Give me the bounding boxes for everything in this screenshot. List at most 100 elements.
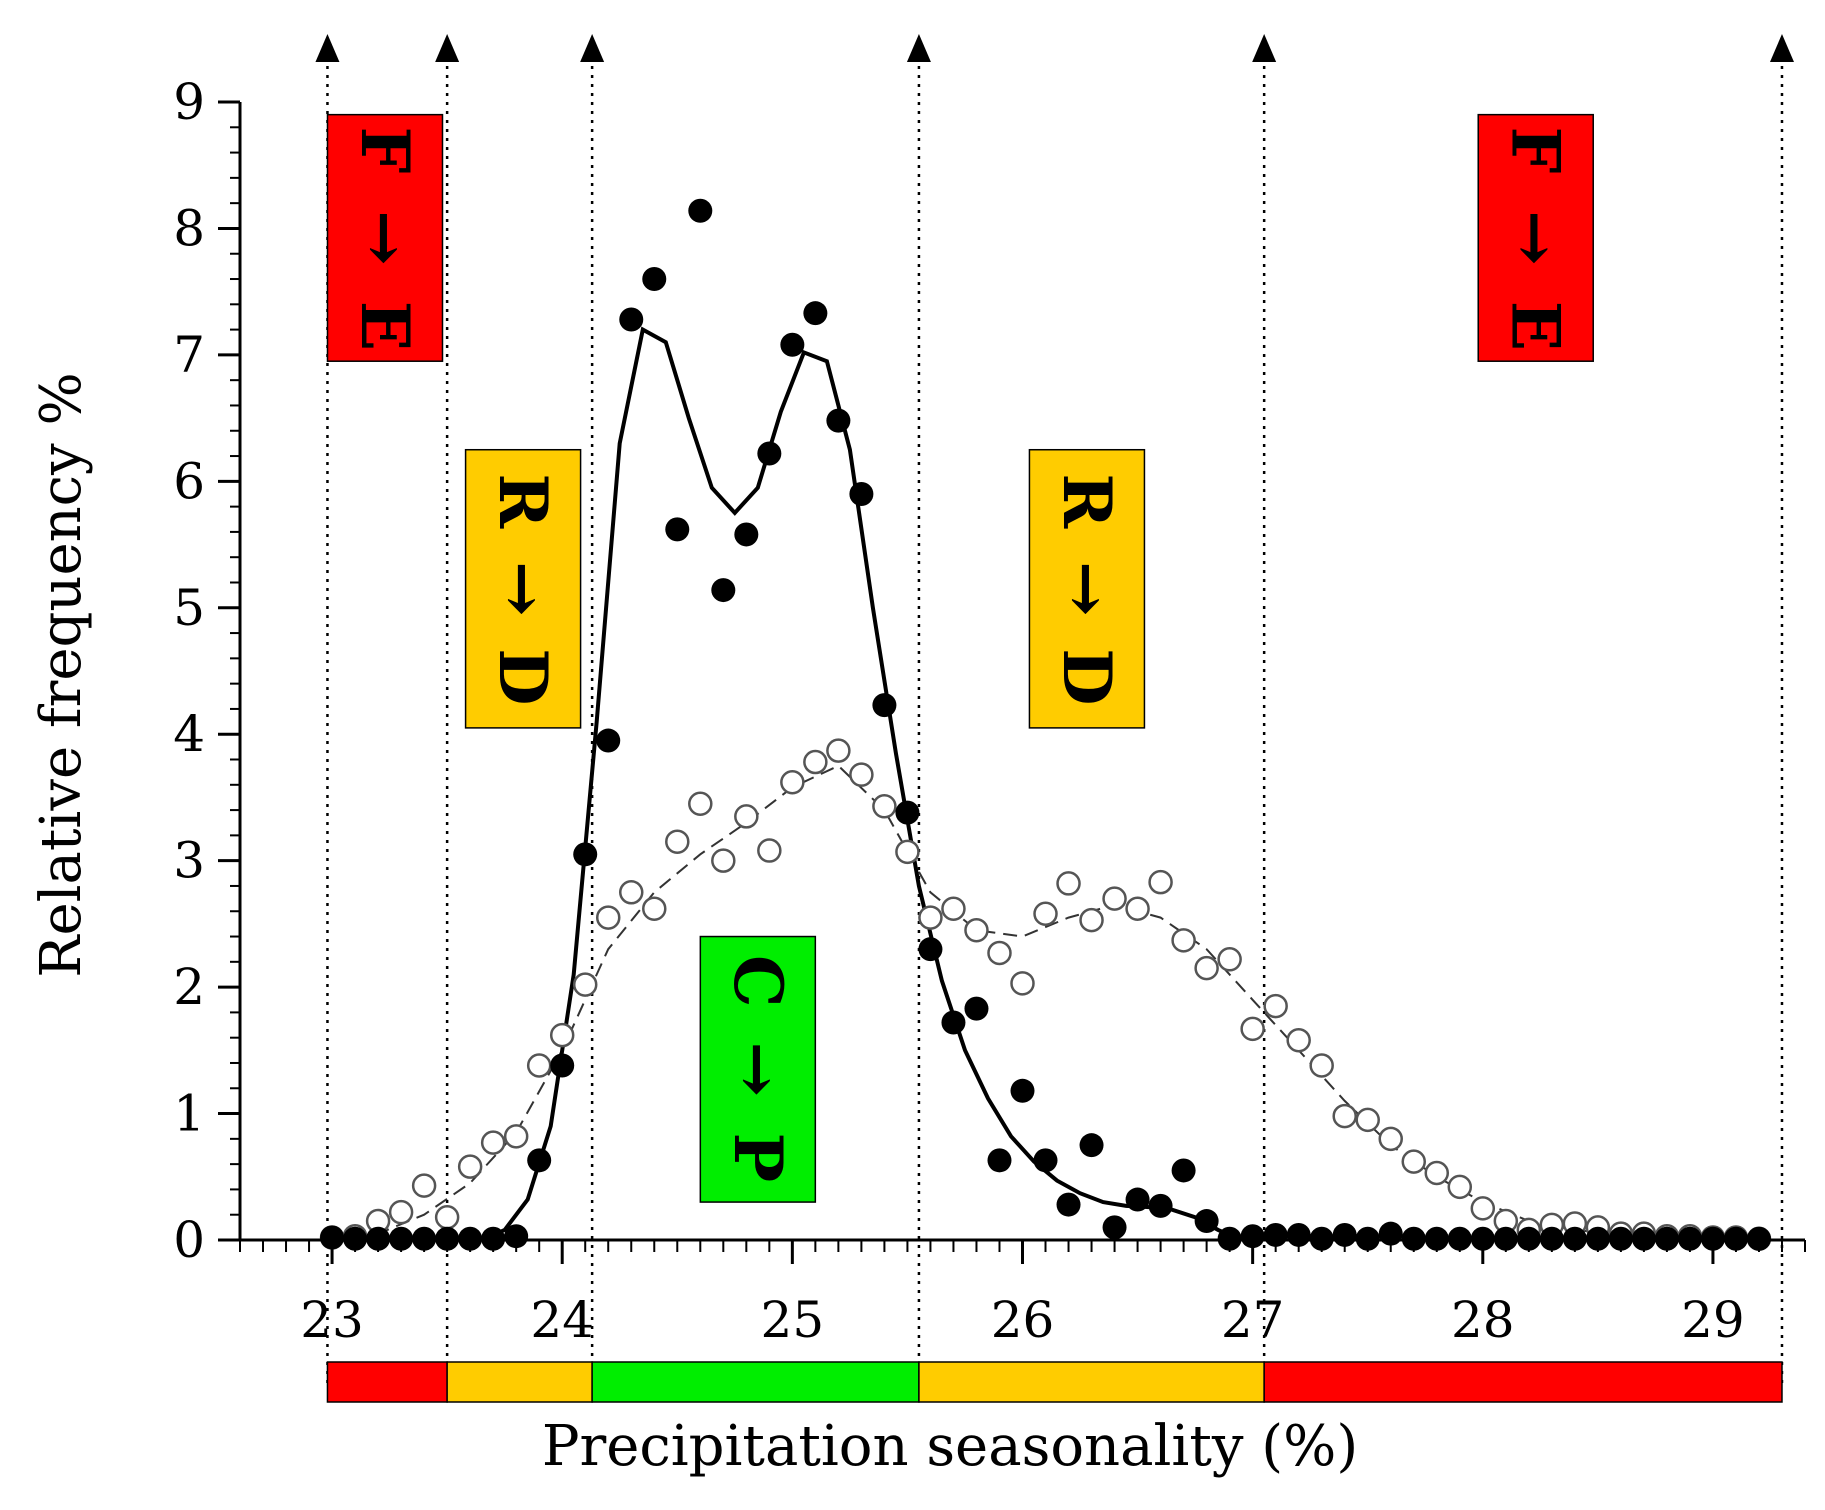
open-data-point — [642, 896, 667, 921]
zone-band-green — [591, 1361, 920, 1403]
open-data-point — [872, 794, 897, 819]
zone-band-red — [326, 1361, 448, 1403]
transition-from-label: F — [346, 126, 424, 173]
filled-data-point — [826, 408, 851, 433]
transition-to-label: E — [1497, 301, 1575, 351]
open-data-point — [1332, 1103, 1357, 1129]
transition-from-label: C — [719, 955, 797, 1008]
y-tick-label: 6 — [173, 452, 205, 510]
filled-data-point — [596, 728, 621, 753]
open-data-point — [918, 905, 943, 930]
transition-arrow: → — [484, 561, 562, 616]
threshold-arrow — [315, 34, 340, 62]
filled-data-point — [941, 1010, 966, 1035]
open-data-point — [457, 1154, 483, 1179]
open-data-point — [619, 880, 644, 905]
open-data-point — [688, 791, 713, 817]
zone-band-red — [1263, 1361, 1783, 1403]
open-data-point — [1470, 1196, 1496, 1221]
filled-data-point — [550, 1053, 575, 1078]
filled-data-point — [803, 301, 828, 326]
filled-data-point — [1079, 1133, 1104, 1158]
open-data-point — [1424, 1160, 1450, 1186]
transition-arrow: → — [1048, 561, 1126, 616]
open-data-point — [572, 972, 598, 997]
transition-box — [1477, 113, 1594, 362]
transition-from-label: F — [1497, 126, 1575, 173]
x-axis-title: Precipitation seasonality (%) — [542, 1414, 1358, 1479]
transition-box — [464, 448, 582, 729]
y-tick-label: 2 — [173, 958, 205, 1016]
open-data-point — [503, 1124, 529, 1149]
open-data-point — [757, 838, 782, 863]
transition-arrow: → — [719, 1042, 797, 1097]
threshold-arrow — [1252, 34, 1277, 62]
open-data-point — [895, 839, 920, 865]
open-data-point — [480, 1130, 506, 1155]
y-tick-label: 4 — [173, 705, 205, 763]
filled-series-fit-curve — [480, 326, 1242, 1242]
open-data-point — [1401, 1149, 1426, 1174]
y-tick-label: 7 — [173, 326, 205, 384]
filled-data-point — [849, 481, 874, 506]
y-tick-label: 1 — [173, 1085, 205, 1143]
filled-data-point — [1010, 1078, 1035, 1103]
y-tick-label: 3 — [173, 832, 205, 890]
filled-data-point — [1056, 1192, 1081, 1217]
transition-from-label: R — [1048, 473, 1126, 529]
y-axis-title: Relative frequency % — [29, 372, 94, 977]
y-tick-label: 8 — [173, 199, 205, 257]
open-data-point — [434, 1204, 460, 1230]
transition-box — [326, 113, 444, 362]
x-tick-label: 27 — [1221, 1291, 1285, 1349]
open-data-point — [964, 917, 989, 943]
open-data-point — [1378, 1126, 1403, 1152]
x-tick-label: 29 — [1681, 1291, 1745, 1349]
filled-data-point — [872, 693, 897, 718]
open-data-point — [1309, 1053, 1334, 1078]
open-data-point — [826, 738, 851, 763]
filled-data-point — [642, 267, 667, 292]
filled-data-point — [1148, 1193, 1173, 1218]
filled-data-point — [757, 441, 782, 466]
open-data-point — [1033, 901, 1058, 927]
data-points — [319, 198, 1772, 1251]
open-data-point — [1447, 1174, 1473, 1200]
filled-data-point — [734, 522, 759, 547]
threshold-lines — [315, 34, 1794, 1383]
filled-data-point — [527, 1148, 552, 1173]
zone-band-orange — [446, 1361, 593, 1403]
x-tick-label: 23 — [300, 1291, 364, 1349]
y-tick-label: 5 — [173, 579, 205, 637]
open-data-point — [1125, 896, 1150, 921]
filled-data-point — [504, 1224, 529, 1249]
x-tick-label: 26 — [991, 1291, 1055, 1349]
transition-arrow: → — [1497, 210, 1575, 265]
open-data-point — [1263, 993, 1288, 1019]
open-data-point — [1217, 947, 1242, 972]
y-tick-label: 9 — [173, 73, 205, 131]
open-data-point — [665, 829, 690, 854]
x-tick-label: 25 — [761, 1291, 825, 1349]
filled-data-point — [665, 517, 690, 542]
transition-to-label: E — [346, 301, 424, 351]
filled-data-point — [573, 842, 598, 867]
open-data-point — [1171, 928, 1196, 953]
open-data-point — [987, 940, 1012, 966]
zone-color-bar — [326, 1361, 1783, 1403]
transition-to-label: D — [1048, 648, 1126, 705]
open-data-point — [711, 848, 736, 873]
transition-boxes: F → E R → D C → P R → D F → E — [326, 113, 1594, 1203]
zone-band-orange — [918, 1361, 1265, 1403]
filled-data-point — [895, 800, 920, 825]
filled-data-point — [1033, 1148, 1058, 1173]
filled-data-point — [619, 307, 644, 332]
x-tick-label: 24 — [530, 1291, 594, 1349]
transition-to-label: D — [484, 648, 562, 705]
filled-data-point — [780, 332, 805, 357]
threshold-arrow — [906, 34, 931, 62]
threshold-arrow — [1769, 34, 1794, 62]
open-data-point — [1194, 955, 1219, 981]
